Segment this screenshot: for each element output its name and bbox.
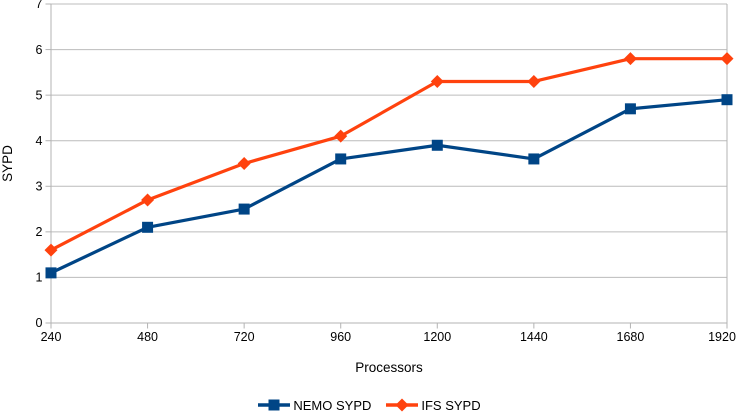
data-point-square — [335, 153, 347, 165]
x-axis-title: Processors — [355, 360, 423, 375]
legend-label: IFS SYPD — [421, 397, 481, 413]
data-point-diamond — [527, 74, 541, 88]
data-point-diamond — [44, 243, 58, 257]
x-tick-label: 720 — [234, 330, 255, 344]
y-tick-label: 2 — [36, 225, 43, 239]
y-axis-title: SYPD — [0, 145, 15, 182]
chart-plot-area: 0 1 2 3 4 5 6 7 240 480 720 960 1200 1440 1680 1920 SYP… — [0, 0, 736, 375]
tick-labels: 0 1 2 3 4 5 6 7 240 480 720 960 1200 1440 1680 1920 — [36, 0, 736, 344]
y-tick-label: 7 — [36, 0, 43, 11]
x-tick-label: 1200 — [423, 330, 451, 344]
legend-item-ifs-sypd: IFS SYPD — [386, 397, 481, 413]
x-tick-label: 1920 — [708, 330, 736, 344]
data-point-diamond — [430, 74, 444, 88]
y-tick-label: 5 — [36, 88, 43, 102]
series-line-1 — [50, 57, 727, 252]
axes — [45, 3, 728, 329]
ifs-line-diamond-marker-icon — [386, 398, 419, 412]
data-point-diamond — [334, 129, 348, 143]
data-point-square — [142, 221, 154, 233]
data-point-square — [431, 139, 443, 151]
data-point-square — [45, 267, 57, 279]
y-tick-label: 6 — [36, 43, 43, 57]
chart-legend: NEMO SYPD IFS SYPD — [0, 395, 739, 415]
data-point-diamond — [237, 157, 251, 170]
y-tick-label: 3 — [36, 179, 43, 193]
x-tick-label: 960 — [330, 330, 351, 344]
legend-item-nemo-sypd: NEMO SYPD — [258, 398, 371, 413]
data-point-square — [238, 203, 250, 215]
series-line-0 — [50, 98, 728, 275]
data-point-square — [624, 103, 636, 115]
data-point-diamond — [141, 193, 155, 207]
gridlines — [51, 3, 727, 278]
data-point-square — [721, 94, 733, 106]
x-tick-label: 1680 — [617, 330, 645, 344]
x-tick-label: 1440 — [520, 330, 548, 344]
data-point-square — [528, 153, 540, 165]
y-tick-label: 4 — [36, 134, 43, 148]
y-tick-label: 1 — [36, 271, 43, 285]
legend-label: NEMO SYPD — [293, 397, 372, 413]
y-tick-label: 0 — [36, 316, 43, 330]
nemo-line-square-marker-icon — [258, 399, 291, 411]
data-series — [44, 52, 734, 279]
data-point-diamond — [720, 52, 734, 66]
x-tick-label: 480 — [137, 330, 158, 344]
x-tick-label: 240 — [41, 330, 62, 344]
data-point-diamond — [623, 52, 637, 66]
